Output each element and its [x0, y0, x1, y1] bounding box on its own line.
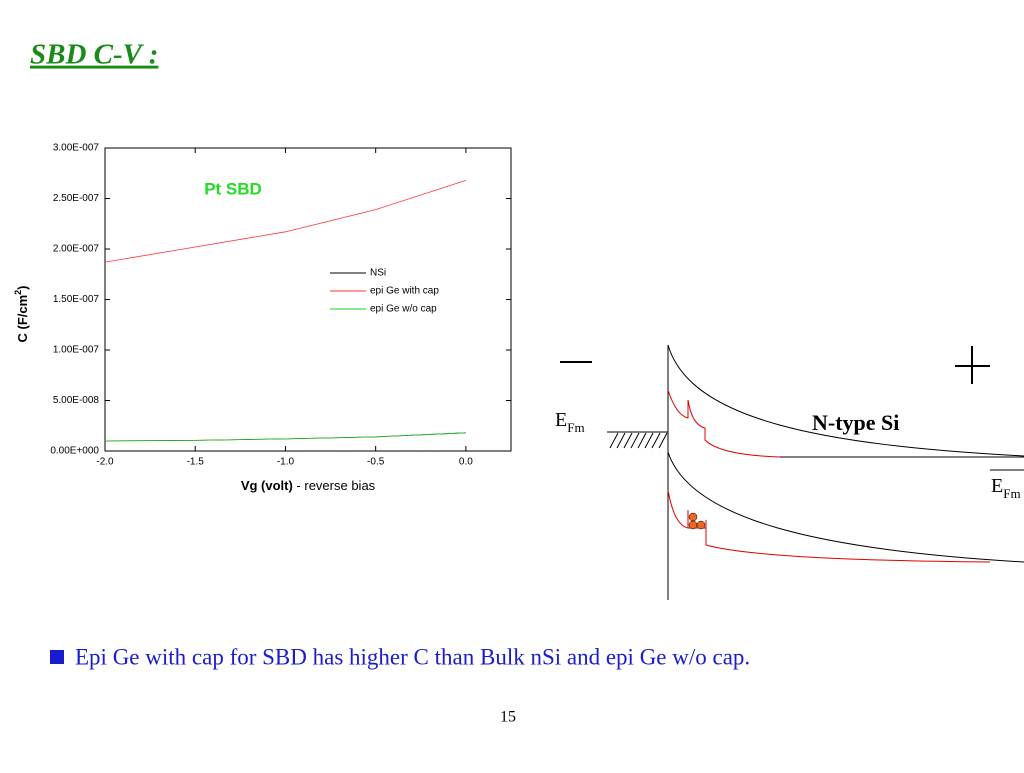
series-line — [104, 179, 467, 263]
red-band-lower — [667, 489, 991, 563]
series-line — [104, 432, 466, 442]
efm-right-main: E — [991, 475, 1003, 497]
x-label-rest: - reverse bias — [293, 478, 376, 493]
metal-hatch — [609, 432, 668, 449]
y-label-text: C (F/cm — [15, 295, 30, 343]
y-tick-label: 1.50E-007 — [53, 294, 100, 305]
material-label: N-type Si — [812, 410, 899, 435]
y-label-sup: 2 — [13, 290, 23, 295]
y-tick-label: 2.00E-007 — [53, 244, 100, 255]
efm-left: EFm — [555, 409, 585, 435]
red-band-upper — [667, 389, 980, 458]
carrier — [688, 520, 698, 530]
x-tick-label: -1.0 — [277, 457, 295, 468]
x-tick-label: 0.0 — [459, 457, 473, 468]
chart-annotation: Pt SBD — [204, 179, 262, 198]
bullet-text: Epi Ge with cap for SBD has higher C tha… — [75, 644, 750, 669]
y-tick-label: 0.00E+000 — [50, 446, 99, 457]
bullet-icon — [50, 650, 64, 664]
carrier — [688, 512, 698, 522]
legend-label: epi Ge w/o cap — [370, 304, 437, 315]
plot-frame — [104, 147, 512, 452]
legend-label: epi Ge with cap — [370, 286, 439, 297]
page-number: 15 — [500, 709, 516, 726]
x-label-bold: Vg (volt) — [241, 478, 293, 493]
efm-left-sub: Fm — [567, 420, 584, 435]
y-tick-label: 3.00E-007 — [53, 143, 100, 154]
valence-band — [667, 451, 1024, 563]
conduction-band — [667, 344, 1024, 457]
band-diagram — [560, 344, 1024, 600]
x-tick-label: -0.5 — [367, 457, 385, 468]
y-axis-label: C (F/cm2) — [13, 285, 30, 342]
x-tick-label: -2.0 — [96, 457, 114, 468]
x-axis-label: Vg (volt) - reverse bias — [241, 478, 376, 493]
y-label-tail: ) — [15, 285, 30, 289]
carrier — [696, 520, 706, 530]
y-tick-label: 5.00E-008 — [53, 395, 100, 406]
efm-right-sub: Fm — [1003, 486, 1020, 501]
slide-title: SBD C-V : — [30, 39, 158, 71]
legend-label: NSi — [370, 268, 386, 279]
y-tick-label: 1.00E-007 — [53, 345, 100, 356]
efm-left-main: E — [555, 409, 567, 431]
x-tick-label: -1.5 — [187, 457, 205, 468]
series-line — [104, 432, 466, 442]
y-tick-label: 2.50E-007 — [53, 193, 100, 204]
efm-right: EFm — [991, 475, 1021, 501]
